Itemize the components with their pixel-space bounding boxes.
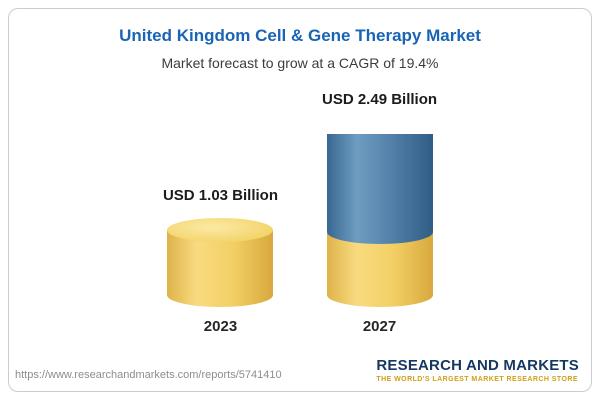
bar-group-2023: USD 1.03 Billion 2023: [163, 187, 278, 335]
card-footer: https://www.researchandmarkets.com/repor…: [15, 357, 579, 383]
cylinder-top-2027: [327, 122, 433, 146]
brand-logo-tagline: THE WORLD'S LARGEST MARKET RESEARCH STOR…: [376, 376, 578, 383]
source-url: https://www.researchandmarkets.com/repor…: [15, 369, 282, 381]
chart-card: United Kingdom Cell & Gene Therapy Marke…: [8, 8, 592, 392]
cylinder-bar-2027: [326, 134, 433, 307]
cylinder-body-blue-2027: [326, 134, 433, 244]
chart-plot-area: USD 1.03 Billion 2023 USD 2.49 Billion 2…: [9, 73, 591, 335]
bar-group-2027: USD 2.49 Billion 2027: [322, 91, 437, 335]
chart-header: United Kingdom Cell & Gene Therapy Marke…: [9, 9, 591, 71]
chart-title: United Kingdom Cell & Gene Therapy Marke…: [119, 26, 481, 45]
cylinder-top-2023: [167, 218, 274, 242]
brand-logo-name: RESEARCH AND MARKETS: [376, 357, 579, 374]
cylinder-bar-2023: [167, 218, 274, 307]
growth-segment-2027: [326, 134, 433, 244]
axis-label-2027: 2027: [362, 318, 397, 335]
brand-logo: RESEARCH AND MARKETS THE WORLD'S LARGEST…: [376, 357, 579, 383]
value-label-2023: USD 1.03 Billion: [162, 187, 278, 204]
value-label-2027: USD 2.49 Billion: [322, 91, 438, 108]
cylinder-body-2023: [167, 230, 274, 307]
axis-label-2023: 2023: [203, 318, 238, 335]
chart-subtitle: Market forecast to grow at a CAGR of 19.…: [161, 55, 439, 71]
